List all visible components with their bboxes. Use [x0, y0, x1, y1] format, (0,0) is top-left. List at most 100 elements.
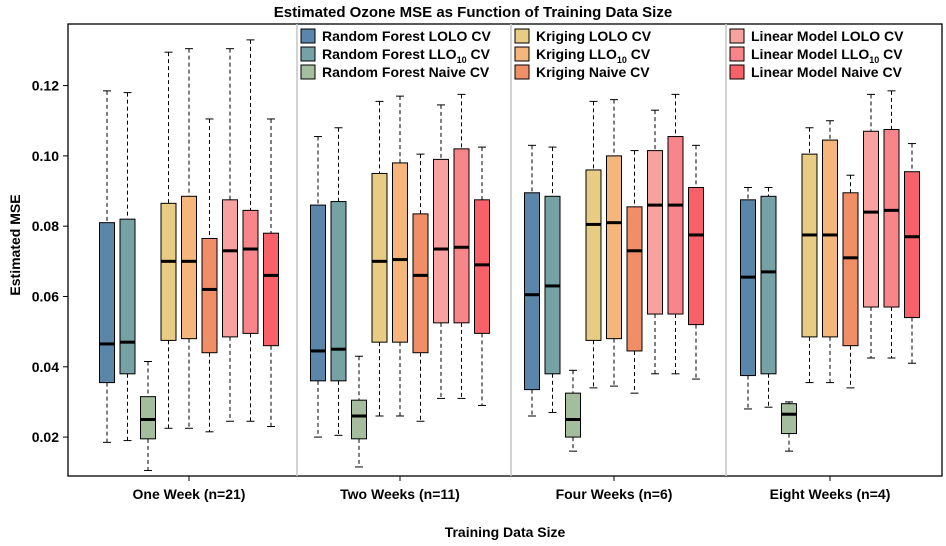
box-iqr [392, 162, 408, 343]
box-6-category-2 [412, 153, 429, 422]
panel-dividers [296, 24, 727, 476]
box-5-category-4 [822, 120, 838, 384]
legend-label-subscript: 10 [617, 55, 627, 65]
box-iqr [647, 150, 663, 315]
y-axis: 0.02 0.04 0.06 0.08 0.10 0.12 [32, 78, 68, 445]
legend-label-subscript: 10 [457, 55, 467, 65]
box-iqr [740, 199, 756, 377]
legend-label-suffix: CV [879, 46, 903, 62]
legend-swatch [514, 28, 530, 44]
y-tick-label: 0.04 [32, 359, 59, 375]
legend-label-suffix: CV [627, 46, 651, 62]
box-1-category-2 [310, 136, 326, 438]
box-iqr [453, 148, 470, 324]
box-2-category-1 [119, 92, 136, 442]
x-tick-label: One Week (n=21) [133, 486, 246, 502]
box-iqr [863, 130, 879, 308]
y-axis-label: Estimated MSE [7, 194, 23, 295]
box-iqr [667, 136, 684, 315]
box-6-category-4 [842, 174, 859, 389]
legend-label: Linear Model LLO10 CV [751, 46, 903, 65]
legend-swatch [300, 28, 316, 44]
legend-swatch [514, 46, 530, 62]
box-iqr [310, 204, 326, 382]
box-8-category-4 [883, 90, 900, 359]
y-tick-label: 0.08 [32, 218, 59, 234]
box-iqr [222, 199, 238, 338]
box-2-category-4 [760, 187, 777, 408]
box-iqr [263, 232, 279, 347]
legend-swatch [729, 64, 745, 80]
box-series [99, 39, 920, 471]
box-3-category-3 [565, 369, 581, 452]
legend-label-main: Random Forest Naive CV [322, 64, 490, 80]
box-4-category-4 [801, 127, 818, 384]
chart-title: Estimated Ozone MSE as Function of Train… [274, 4, 672, 21]
box-2-category-3 [544, 146, 561, 413]
box-7-category-1 [222, 48, 238, 422]
box-9-category-2 [474, 146, 490, 406]
box-5-category-1 [181, 48, 197, 429]
box-9-category-1 [263, 118, 279, 428]
legend-swatch [514, 64, 530, 80]
legend-entry-4: Kriging LOLO CV [514, 28, 652, 44]
legend-label-main: Random Forest LLO [322, 46, 457, 62]
box-iqr [433, 158, 449, 324]
box-iqr [626, 206, 643, 352]
box-iqr [904, 171, 920, 319]
box-9-category-4 [904, 143, 920, 364]
legend-label-main: Kriging LOLO CV [536, 28, 652, 44]
box-4-category-3 [585, 100, 602, 389]
box-7-category-2 [433, 104, 449, 399]
box-iqr [330, 201, 347, 382]
box-3-category-2 [351, 355, 367, 468]
box-iqr [412, 213, 429, 354]
legend-entry-1: Random Forest LOLO CV [300, 28, 491, 44]
box-1-category-1 [99, 90, 115, 443]
box-iqr [201, 237, 218, 354]
box-iqr [565, 392, 581, 438]
box-4-category-2 [371, 100, 388, 417]
legend-label-suffix: CV [467, 46, 491, 62]
x-tick-label: Four Weeks (n=6) [556, 486, 673, 502]
y-tick-label: 0.06 [32, 288, 59, 304]
legend-label: Kriging LLO10 CV [536, 46, 651, 65]
x-axis: One Week (n=21) Two Weeks (n=11) Four Week… [133, 476, 890, 502]
legend-entry-2: Random Forest LLO10 CV [300, 46, 491, 65]
box-iqr [822, 139, 838, 338]
box-iqr [801, 153, 818, 338]
box-iqr [883, 129, 900, 308]
y-tick-label: 0.02 [32, 429, 59, 445]
box-iqr [181, 195, 197, 340]
legend-label-subscript: 10 [869, 55, 879, 65]
legend-label: Random Forest LLO10 CV [322, 46, 491, 65]
box-1-category-4 [740, 187, 756, 410]
legend-label-main: Random Forest LOLO CV [322, 28, 491, 44]
box-iqr [585, 169, 602, 341]
legend-label-main: Linear Model LOLO CV [751, 28, 904, 44]
legend-label-main: Linear Model LLO [751, 46, 869, 62]
legend-entry-6: Kriging Naive CV [514, 64, 650, 80]
legend-label: Linear Model Naive CV [751, 64, 903, 80]
box-2-category-2 [330, 127, 347, 436]
box-5-category-2 [392, 95, 408, 417]
legend-swatch [300, 46, 316, 62]
legend-entry-5: Kriging LLO10 CV [514, 46, 651, 65]
box-iqr [99, 222, 115, 384]
box-7-category-4 [863, 93, 879, 359]
box-7-category-3 [647, 109, 663, 375]
box-3-category-4 [781, 401, 797, 452]
box-iqr [242, 209, 259, 334]
box-iqr [371, 172, 388, 343]
box-iqr [351, 399, 367, 440]
box-iqr [119, 218, 136, 375]
plot-area [67, 23, 943, 477]
box-iqr [474, 199, 490, 334]
legend-label: Linear Model LOLO CV [751, 28, 904, 44]
box-iqr [688, 187, 704, 326]
box-iqr [760, 195, 777, 375]
box-5-category-3 [606, 99, 622, 387]
legend-label: Kriging LOLO CV [536, 28, 652, 44]
